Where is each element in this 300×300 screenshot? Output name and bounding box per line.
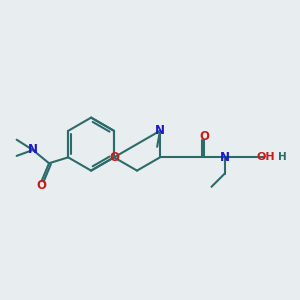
Text: O: O: [109, 151, 119, 164]
Text: O: O: [199, 130, 209, 143]
Text: O: O: [36, 178, 46, 191]
Text: N: N: [155, 124, 165, 137]
Text: N: N: [220, 151, 230, 164]
Text: H: H: [278, 152, 287, 162]
Text: OH: OH: [256, 152, 275, 162]
Text: N: N: [28, 142, 38, 156]
